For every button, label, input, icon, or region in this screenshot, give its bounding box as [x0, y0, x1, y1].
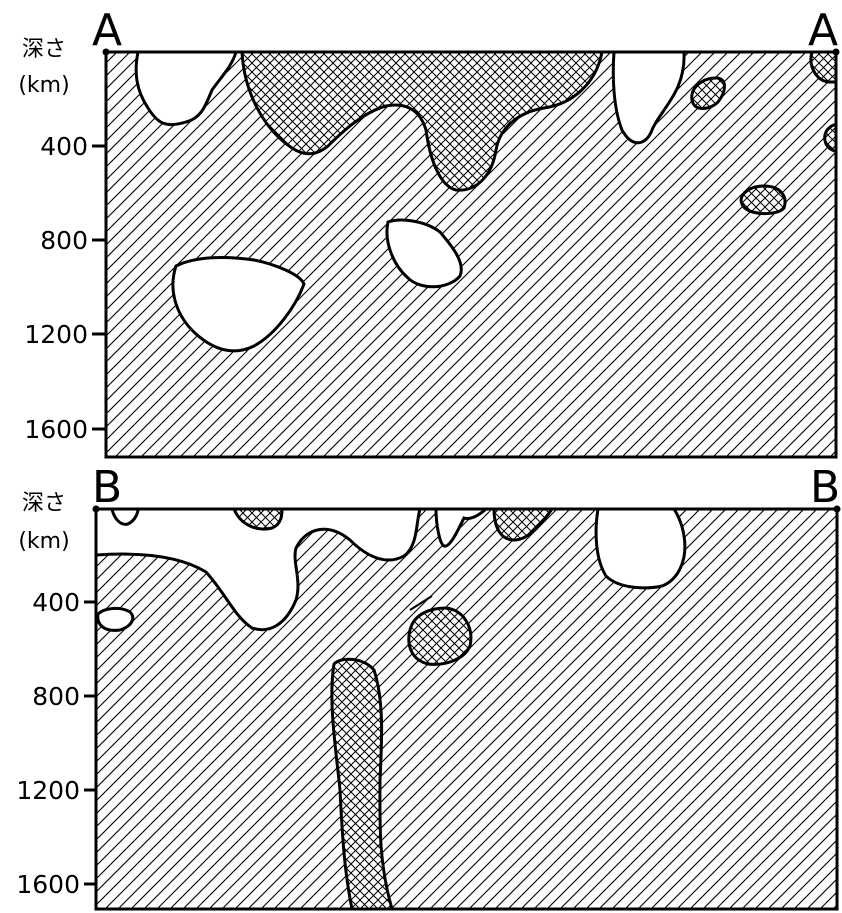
section-a-white-region: [385, 218, 463, 289]
section-b-crosshatch-region: [407, 606, 473, 666]
section-b-white-region: [434, 509, 489, 548]
section-a-tick-label: 1600: [24, 415, 88, 444]
section-a-left-point: [102, 48, 110, 56]
section-b-tick-label: 1600: [16, 870, 80, 899]
section-b-left-point: [92, 505, 100, 513]
section-a-white-region: [171, 256, 306, 353]
section-a-axis-title-unit: (km): [18, 73, 69, 98]
section-b-frame: [94, 507, 839, 911]
section-b-crosshatch-region: [232, 509, 284, 531]
section-a-label-left: A: [92, 5, 122, 56]
section-b-axis-title-depth: 深さ: [22, 491, 66, 516]
section-a-label-right: A: [808, 5, 838, 56]
section-a-white-region: [611, 52, 686, 145]
section-b-panel: 400 800 1200 1600 深さ (km) B B: [16, 462, 841, 911]
section-b-white-region: [110, 509, 140, 526]
section-b-white-region: [96, 509, 422, 632]
section-b-label-right: B: [810, 462, 840, 513]
section-b-slab-crosshatch: [330, 657, 394, 909]
section-b-right-point: [833, 505, 841, 513]
section-b-tick-label: 400: [32, 588, 80, 617]
section-a-axis-title-depth: 深さ: [22, 37, 66, 62]
section-b-crosshatch-region: [492, 509, 554, 542]
section-b-tick-label: 800: [32, 682, 80, 711]
section-a-frame: [104, 50, 838, 459]
section-a-white-region: [134, 52, 238, 127]
section-b-white-region: [96, 606, 135, 632]
section-a-panel: 400 800 1200 1600 深さ (km) A A: [18, 5, 840, 459]
section-b-tick-label: 1200: [16, 776, 80, 805]
section-a-tick-label: 800: [40, 226, 88, 255]
section-b-axis-title-unit: (km): [18, 529, 69, 554]
section-a-crosshatch-region: [240, 52, 604, 192]
section-a-crosshatch-region: [739, 184, 787, 215]
section-b-crack-line: [409, 595, 433, 611]
section-a-crosshatch-region: [823, 122, 836, 153]
section-b-label-left: B: [92, 462, 122, 513]
section-a-tick-label: 400: [40, 132, 88, 161]
section-a-crosshatch-region: [690, 76, 726, 110]
section-a-tick-label: 1200: [24, 320, 88, 349]
section-b-white-region: [594, 509, 687, 590]
section-a-right-point: [832, 48, 840, 56]
section-a-crosshatch-region: [809, 52, 836, 84]
